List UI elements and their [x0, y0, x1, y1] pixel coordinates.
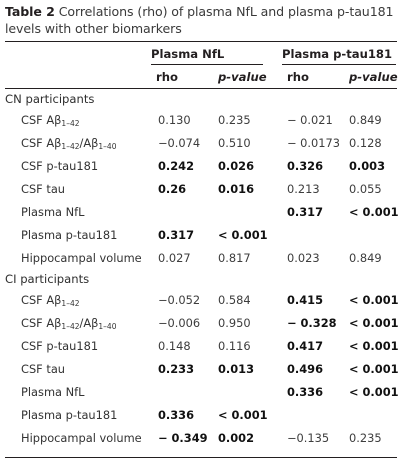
cell-ptau-pvalue: < 0.001	[349, 362, 399, 376]
cell-nfl-pvalue: 0.950	[218, 316, 251, 330]
cell-ptau-pvalue: < 0.001	[349, 339, 399, 353]
cell-nfl-rho: 0.148	[158, 339, 191, 353]
cell-nfl-pvalue: 0.026	[218, 159, 255, 173]
row-label: Plasma NfL	[21, 385, 85, 399]
cell-nfl-pvalue: 0.116	[218, 339, 251, 353]
cell-ptau-rho: 0.417	[287, 339, 324, 353]
header-group-plasma-ptau181: Plasma p-tau181	[282, 47, 393, 61]
cell-nfl-pvalue: 0.013	[218, 362, 255, 376]
caption-text: Correlations (rho) of plasma NfL and pla…	[5, 4, 394, 36]
row-label: CSF p-tau181	[21, 339, 99, 353]
row-label: CSF Aβ1–42	[21, 113, 80, 128]
cell-ptau-pvalue: 0.849	[349, 251, 382, 265]
cell-nfl-rho: 0.317	[158, 228, 195, 242]
cell-ptau-pvalue: 0.055	[349, 182, 382, 196]
cell-nfl-rho: 0.027	[158, 251, 191, 265]
cell-nfl-pvalue: 0.235	[218, 113, 251, 127]
cell-nfl-rho: 0.242	[158, 159, 195, 173]
row-label: CSF p-tau181	[21, 159, 99, 173]
row-label: Hippocampal volume	[21, 431, 142, 445]
cell-ptau-pvalue: < 0.001	[349, 385, 399, 399]
cell-ptau-rho: −0.135	[287, 431, 330, 445]
caption-label: Table 2	[5, 4, 55, 19]
row-label: Plasma p-tau181	[21, 228, 118, 242]
cell-ptau-rho: − 0.0173	[287, 136, 341, 150]
cell-ptau-pvalue: < 0.001	[349, 293, 399, 307]
cell-nfl-rho: −0.006	[158, 316, 201, 330]
cell-ptau-rho: 0.317	[287, 205, 324, 219]
group-rule-nfl	[151, 64, 263, 65]
section-title: CN participants	[5, 92, 95, 106]
cell-ptau-rho: − 0.328	[287, 316, 337, 330]
group-rule-ptau	[282, 64, 396, 65]
cell-ptau-pvalue: 0.128	[349, 136, 382, 150]
cell-nfl-pvalue: 0.510	[218, 136, 251, 150]
row-label: CSF Aβ1–42/Aβ1–40	[21, 316, 117, 331]
cell-ptau-pvalue: < 0.001	[349, 316, 399, 330]
cell-nfl-rho: − 0.349	[158, 431, 208, 445]
row-label: CSF Aβ1–42/Aβ1–40	[21, 136, 117, 151]
cell-nfl-pvalue: < 0.001	[218, 228, 268, 242]
row-label: CSF tau	[21, 182, 66, 196]
header-pvalue-nfl: p-value	[218, 70, 267, 84]
row-label: Plasma p-tau181	[21, 408, 118, 422]
cell-nfl-pvalue: < 0.001	[218, 408, 268, 422]
row-label: Plasma NfL	[21, 205, 85, 219]
cell-ptau-rho: 0.213	[287, 182, 320, 196]
cell-ptau-rho: − 0.021	[287, 113, 333, 127]
cell-nfl-rho: 0.233	[158, 362, 195, 376]
header-pvalue-ptau: p-value	[349, 70, 398, 84]
cell-ptau-rho: 0.336	[287, 385, 324, 399]
cell-ptau-rho: 0.023	[287, 251, 320, 265]
cell-nfl-rho: 0.130	[158, 113, 191, 127]
cell-nfl-rho: −0.052	[158, 293, 201, 307]
cell-ptau-pvalue: 0.849	[349, 113, 382, 127]
top-rule	[5, 41, 397, 42]
cell-ptau-pvalue: 0.003	[349, 159, 386, 173]
cell-nfl-rho: 0.26	[158, 182, 187, 196]
row-label: Hippocampal volume	[21, 251, 142, 265]
cell-nfl-pvalue: 0.016	[218, 182, 255, 196]
cell-ptau-rho: 0.496	[287, 362, 324, 376]
header-rho-nfl: rho	[156, 70, 178, 84]
cell-nfl-pvalue: 0.817	[218, 251, 251, 265]
cell-ptau-rho: 0.326	[287, 159, 324, 173]
cell-ptau-pvalue: < 0.001	[349, 205, 399, 219]
header-group-plasma-nfl: Plasma NfL	[151, 47, 225, 61]
cell-nfl-pvalue: 0.002	[218, 431, 255, 445]
row-label: CSF Aβ1–42	[21, 293, 80, 308]
table-caption: Table 2 Correlations (rho) of plasma NfL…	[5, 3, 397, 37]
cell-nfl-rho: 0.336	[158, 408, 195, 422]
cell-nfl-pvalue: 0.584	[218, 293, 251, 307]
header-rho-ptau: rho	[287, 70, 309, 84]
cell-ptau-pvalue: 0.235	[349, 431, 382, 445]
section-title: CI participants	[5, 272, 90, 286]
bottom-rule	[5, 457, 397, 458]
row-label: CSF tau	[21, 362, 66, 376]
header-rule	[5, 88, 397, 89]
cell-ptau-rho: 0.415	[287, 293, 324, 307]
cell-nfl-rho: −0.074	[158, 136, 201, 150]
